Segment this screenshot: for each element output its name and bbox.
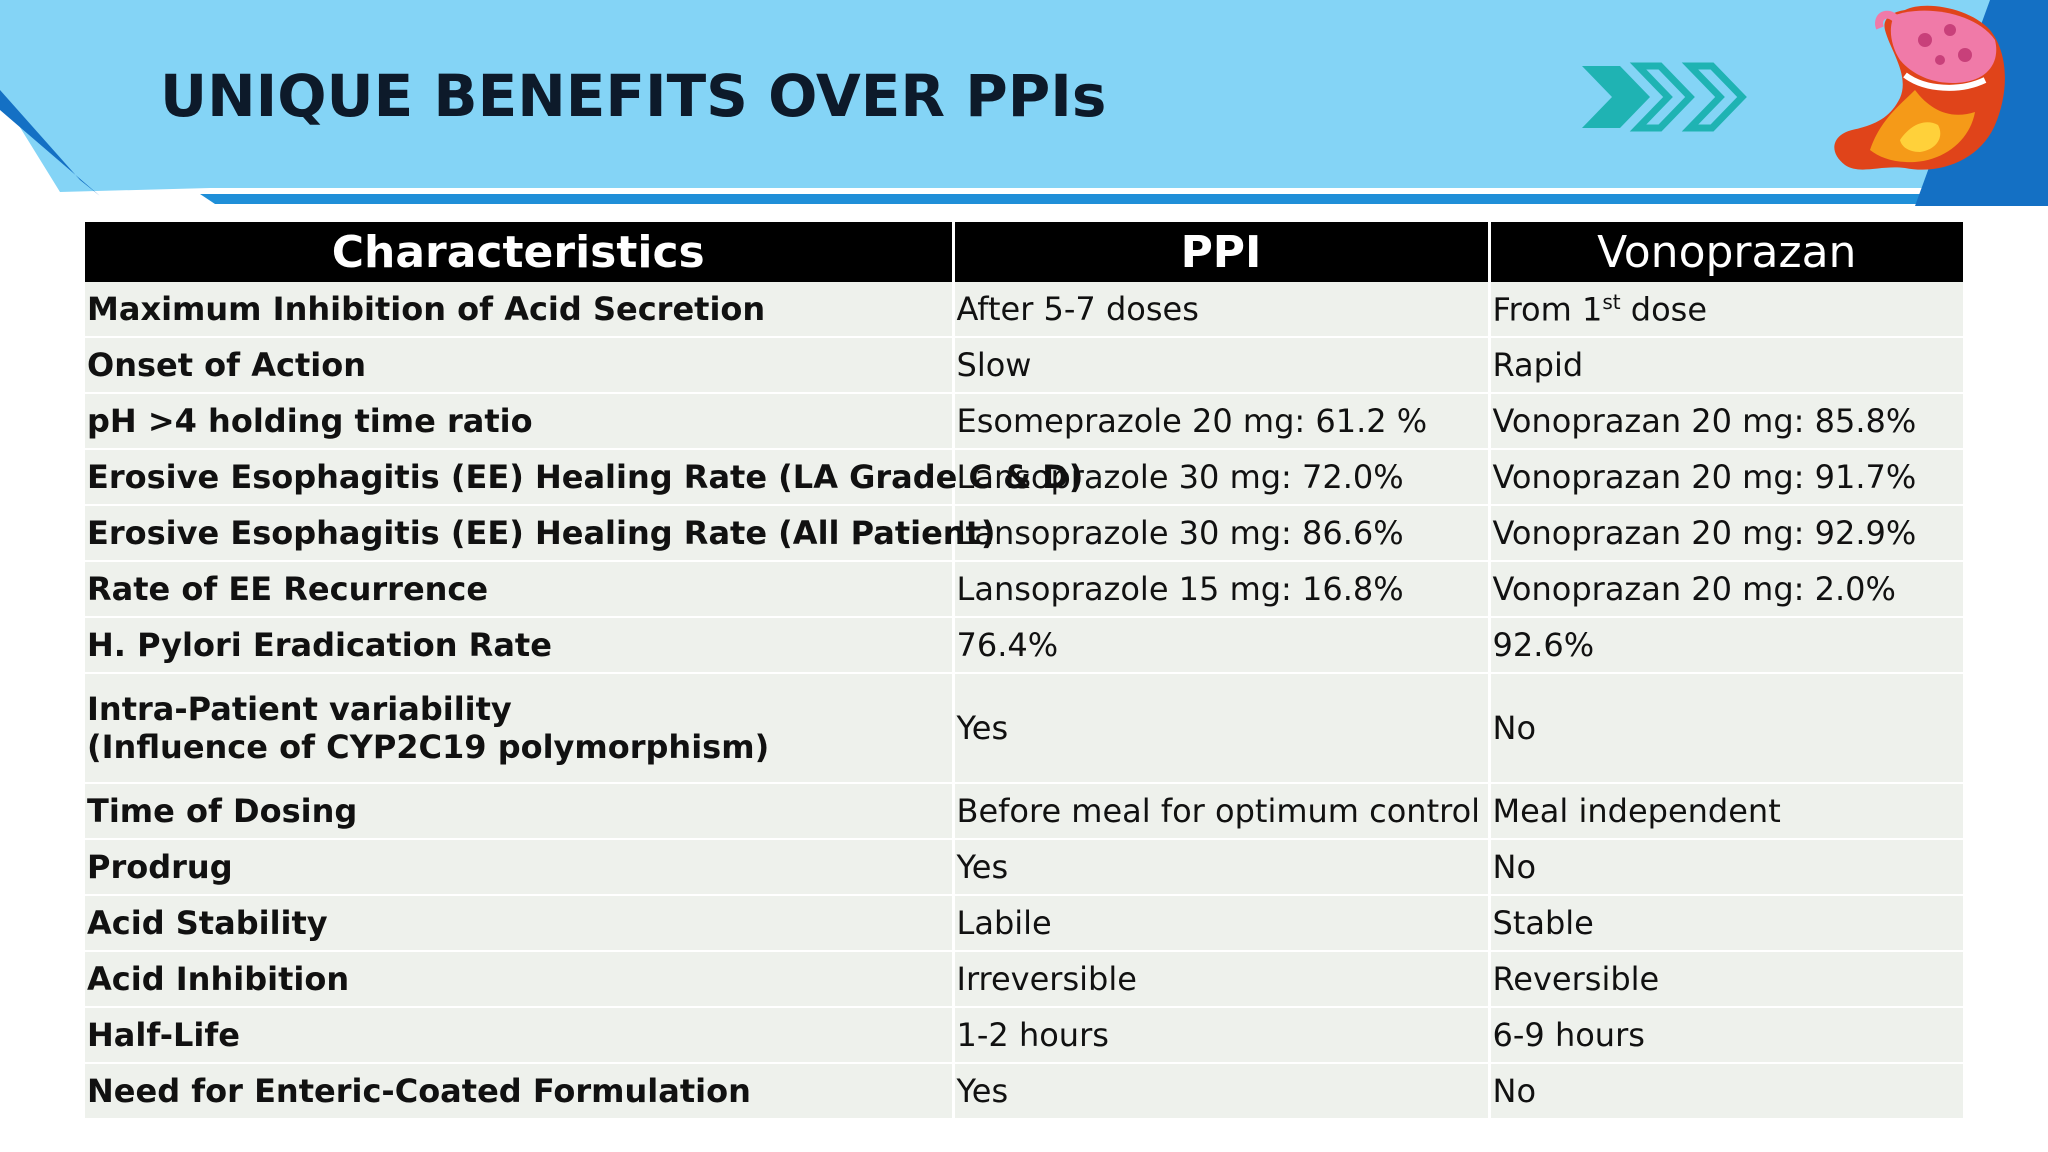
ppi-cell: Irreversible [953,951,1491,1008]
stomach-flame-icon [1834,5,2005,170]
ppi-cell: Yes [953,839,1491,896]
column-header-characteristics: Characteristics [85,222,955,282]
table-row: H. Pylori Eradication Rate 76.4% 92.6% [85,617,1963,674]
header-banner [0,0,2048,206]
characteristic-cell: Half-Life [85,1007,955,1064]
table-header-row: Characteristics PPI Vonoprazan [85,222,1963,282]
ppi-cell: 1-2 hours [953,1007,1491,1064]
vonoprazan-cell: Meal independent [1489,783,1963,840]
characteristic-cell: Acid Inhibition [85,951,955,1008]
ppi-cell: Lansoprazole 30 mg: 86.6% [953,505,1491,562]
vonoprazan-cell: Vonoprazan 20 mg: 85.8% [1489,393,1963,450]
characteristic-cell: Acid Stability [85,895,955,952]
vonoprazan-cell: From 1st dose [1489,282,1963,338]
ppi-cell: Esomeprazole 20 mg: 61.2 % [953,393,1491,450]
table-row: Prodrug Yes No [85,839,1963,896]
table-row: Intra-Patient variability (Influence of C… [85,673,1963,784]
characteristic-cell: H. Pylori Eradication Rate [85,617,955,674]
vonoprazan-cell: Vonoprazan 20 mg: 92.9% [1489,505,1963,562]
ppi-cell: Slow [953,337,1491,394]
column-header-vonoprazan: Vonoprazan [1489,222,1963,282]
characteristic-cell: Intra-Patient variability (Influence of C… [85,673,955,784]
table-row: Rate of EE Recurrence Lansoprazole 15 mg… [85,561,1963,618]
table-row: pH >4 holding time ratio Esomeprazole 20… [85,393,1963,450]
ppi-cell: Before meal for optimum control [953,783,1491,840]
table-row: Acid Inhibition Irreversible Reversible [85,951,1963,1008]
ppi-cell: Yes [953,1063,1491,1120]
characteristic-cell: Rate of EE Recurrence [85,561,955,618]
table-row: Maximum Inhibition of Acid Secretion Aft… [85,282,1963,338]
characteristic-cell: pH >4 holding time ratio [85,393,955,450]
vonoprazan-cell: Stable [1489,895,1963,952]
characteristic-cell: Erosive Esophagitis (EE) Healing Rate (L… [85,449,1083,506]
slide-header: UNIQUE BENEFITS OVER PPIs [0,0,2048,206]
table-row: Acid Stability Labile Stable [85,895,1963,952]
chevron-arrows-icon [1582,62,1747,132]
superscript-ordinal: st [1602,289,1621,314]
vonoprazan-cell: No [1489,673,1963,784]
ppi-cell: Labile [953,895,1491,952]
ppi-cell: Lansoprazole 30 mg: 72.0% [953,449,1491,506]
vonoprazan-text-suffix: dose [1620,290,1707,329]
vonoprazan-text: From 1 [1492,290,1603,329]
vonoprazan-cell: 6-9 hours [1489,1007,1963,1064]
vonoprazan-cell: Vonoprazan 20 mg: 91.7% [1489,449,1963,506]
column-header-ppi: PPI [953,222,1491,282]
table-row: Half-Life 1-2 hours 6-9 hours [85,1007,1963,1064]
header-band [0,0,2048,192]
table-row: Erosive Esophagitis (EE) Healing Rate (L… [85,449,1963,506]
characteristic-cell: Maximum Inhibition of Acid Secretion [85,282,955,338]
vonoprazan-cell: Reversible [1489,951,1963,1008]
bottom-accent-stripe [200,194,2048,204]
ppi-cell: Lansoprazole 15 mg: 16.8% [953,561,1491,618]
vonoprazan-cell: 92.6% [1489,617,1963,674]
characteristic-line2: (Influence of CYP2C19 polymorphism) [87,728,770,766]
characteristic-line1: Intra-Patient variability [87,690,512,728]
vonoprazan-cell: No [1489,839,1963,896]
table-row: Need for Enteric-Coated Formulation Yes … [85,1063,1963,1120]
characteristic-cell: Time of Dosing [85,783,955,840]
table-row: Time of Dosing Before meal for optimum c… [85,783,1963,840]
ppi-cell: Yes [953,673,1491,784]
ppi-cell: After 5-7 doses [953,282,1491,338]
characteristic-cell: Erosive Esophagitis (EE) Healing Rate (A… [85,505,996,562]
vonoprazan-cell: Vonoprazan 20 mg: 2.0% [1489,561,1963,618]
vonoprazan-cell: No [1489,1063,1963,1120]
vonoprazan-cell: Rapid [1489,337,1963,394]
characteristic-cell: Onset of Action [85,337,955,394]
page-title: UNIQUE BENEFITS OVER PPIs [160,62,1107,130]
characteristic-cell: Prodrug [85,839,955,896]
characteristic-cell: Need for Enteric-Coated Formulation [85,1063,955,1120]
table-row: Erosive Esophagitis (EE) Healing Rate (A… [85,505,1963,562]
table-row: Onset of Action Slow Rapid [85,337,1963,394]
comparison-table: Characteristics PPI Vonoprazan Maximum I… [85,222,1963,1120]
ppi-cell: 76.4% [953,617,1491,674]
